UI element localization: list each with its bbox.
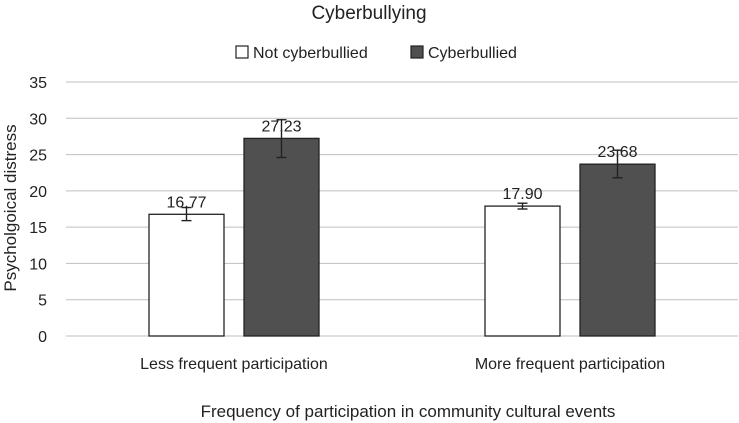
y-tick-35: 35 (29, 75, 47, 92)
chart-title: Cyberbullying (311, 3, 426, 24)
y-tick-10: 10 (29, 256, 47, 273)
x-axis-categories: Less frequent participation More frequent… (140, 356, 665, 373)
data-label-2-2: 23.68 (597, 144, 637, 161)
data-label-1-1: 16.77 (166, 194, 206, 211)
legend-swatch-2 (410, 45, 424, 59)
bars: 16.77 27.23 17.90 23.68 (148, 118, 656, 337)
legend-swatch-1 (235, 45, 249, 59)
y-axis-ticks: 0 5 10 15 20 25 30 35 (29, 75, 47, 346)
bar-2-1 (243, 137, 320, 337)
x-category-2: More frequent participation (475, 356, 665, 373)
y-tick-0: 0 (38, 329, 47, 346)
y-tick-20: 20 (29, 184, 47, 201)
y-tick-5: 5 (38, 293, 47, 310)
legend-label-1: Not cyberbullied (253, 45, 368, 62)
y-axis-title: Psycholgoical distress (1, 124, 20, 291)
y-tick-15: 15 (29, 220, 47, 237)
bar-1-1 (148, 213, 225, 337)
legend-label-2: Cyberbullied (428, 45, 517, 62)
data-label-1-2: 17.90 (502, 186, 542, 203)
legend: Not cyberbullied Cyberbullied (235, 45, 517, 62)
bar-1-2 (484, 205, 561, 337)
data-label-2-1: 27.23 (261, 118, 301, 135)
bar-2-2 (579, 163, 656, 337)
x-category-1: Less frequent participation (140, 356, 328, 373)
x-axis-title: Frequency of participation in community … (201, 402, 616, 421)
y-tick-30: 30 (29, 111, 47, 128)
y-tick-25: 25 (29, 148, 47, 165)
